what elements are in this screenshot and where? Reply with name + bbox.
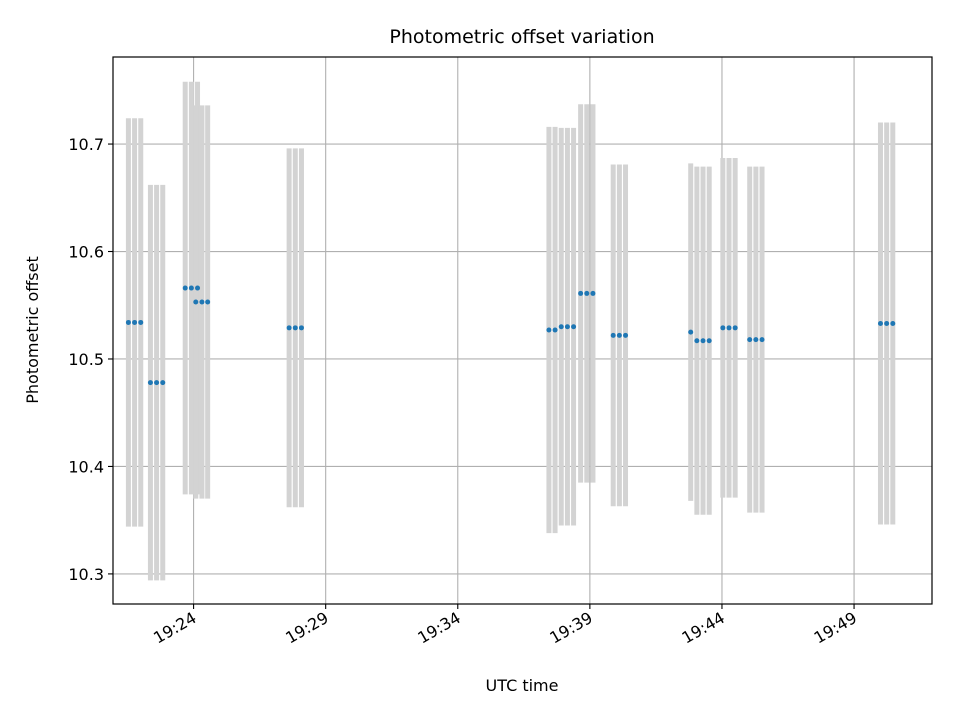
- x-axis-label: UTC time: [486, 676, 559, 695]
- data-point: [694, 338, 700, 344]
- data-point: [890, 321, 896, 327]
- data-point: [584, 290, 590, 296]
- data-point: [193, 299, 199, 305]
- data-point: [578, 290, 584, 296]
- y-gridlines: [113, 143, 932, 575]
- data-points: [125, 285, 896, 386]
- y-tick-label: 10.3: [68, 565, 104, 584]
- data-point: [706, 338, 712, 344]
- data-point: [125, 319, 131, 325]
- data-point: [700, 338, 706, 344]
- data-point: [552, 327, 558, 333]
- data-point: [610, 332, 616, 338]
- plot-frame: [112, 56, 933, 605]
- y-tick-label: 10.6: [68, 243, 104, 262]
- y-axis-ticks: 10.3 10.4 10.5 10.6 10.7: [68, 135, 113, 584]
- data-point: [205, 299, 211, 305]
- data-point: [884, 321, 890, 327]
- y-axis-label: Photometric offset: [23, 256, 42, 404]
- data-point: [558, 324, 564, 330]
- data-point: [160, 380, 166, 386]
- data-point: [747, 337, 753, 343]
- data-point: [147, 380, 153, 386]
- data-point: [182, 285, 188, 291]
- data-point: [154, 380, 160, 386]
- data-point: [292, 325, 298, 331]
- data-point: [571, 324, 577, 330]
- data-point: [199, 299, 205, 305]
- data-point: [298, 325, 304, 331]
- data-point: [753, 337, 759, 343]
- data-point: [286, 325, 292, 331]
- data-point: [688, 329, 694, 335]
- y-tick-label: 10.5: [68, 350, 104, 369]
- data-point: [564, 324, 570, 330]
- data-point: [132, 319, 138, 325]
- y-tick-label: 10.4: [68, 457, 104, 476]
- data-point: [546, 327, 552, 333]
- data-point: [732, 325, 738, 331]
- data-point: [877, 321, 883, 327]
- data-point: [616, 332, 622, 338]
- data-point: [195, 285, 201, 291]
- data-point: [720, 325, 726, 331]
- data-point: [138, 319, 144, 325]
- data-point: [759, 337, 765, 343]
- data-point: [188, 285, 194, 291]
- data-point: [590, 290, 596, 296]
- data-point: [623, 332, 629, 338]
- chart-title: Photometric offset variation: [389, 26, 654, 48]
- data-point: [726, 325, 732, 331]
- y-tick-label: 10.7: [68, 135, 104, 154]
